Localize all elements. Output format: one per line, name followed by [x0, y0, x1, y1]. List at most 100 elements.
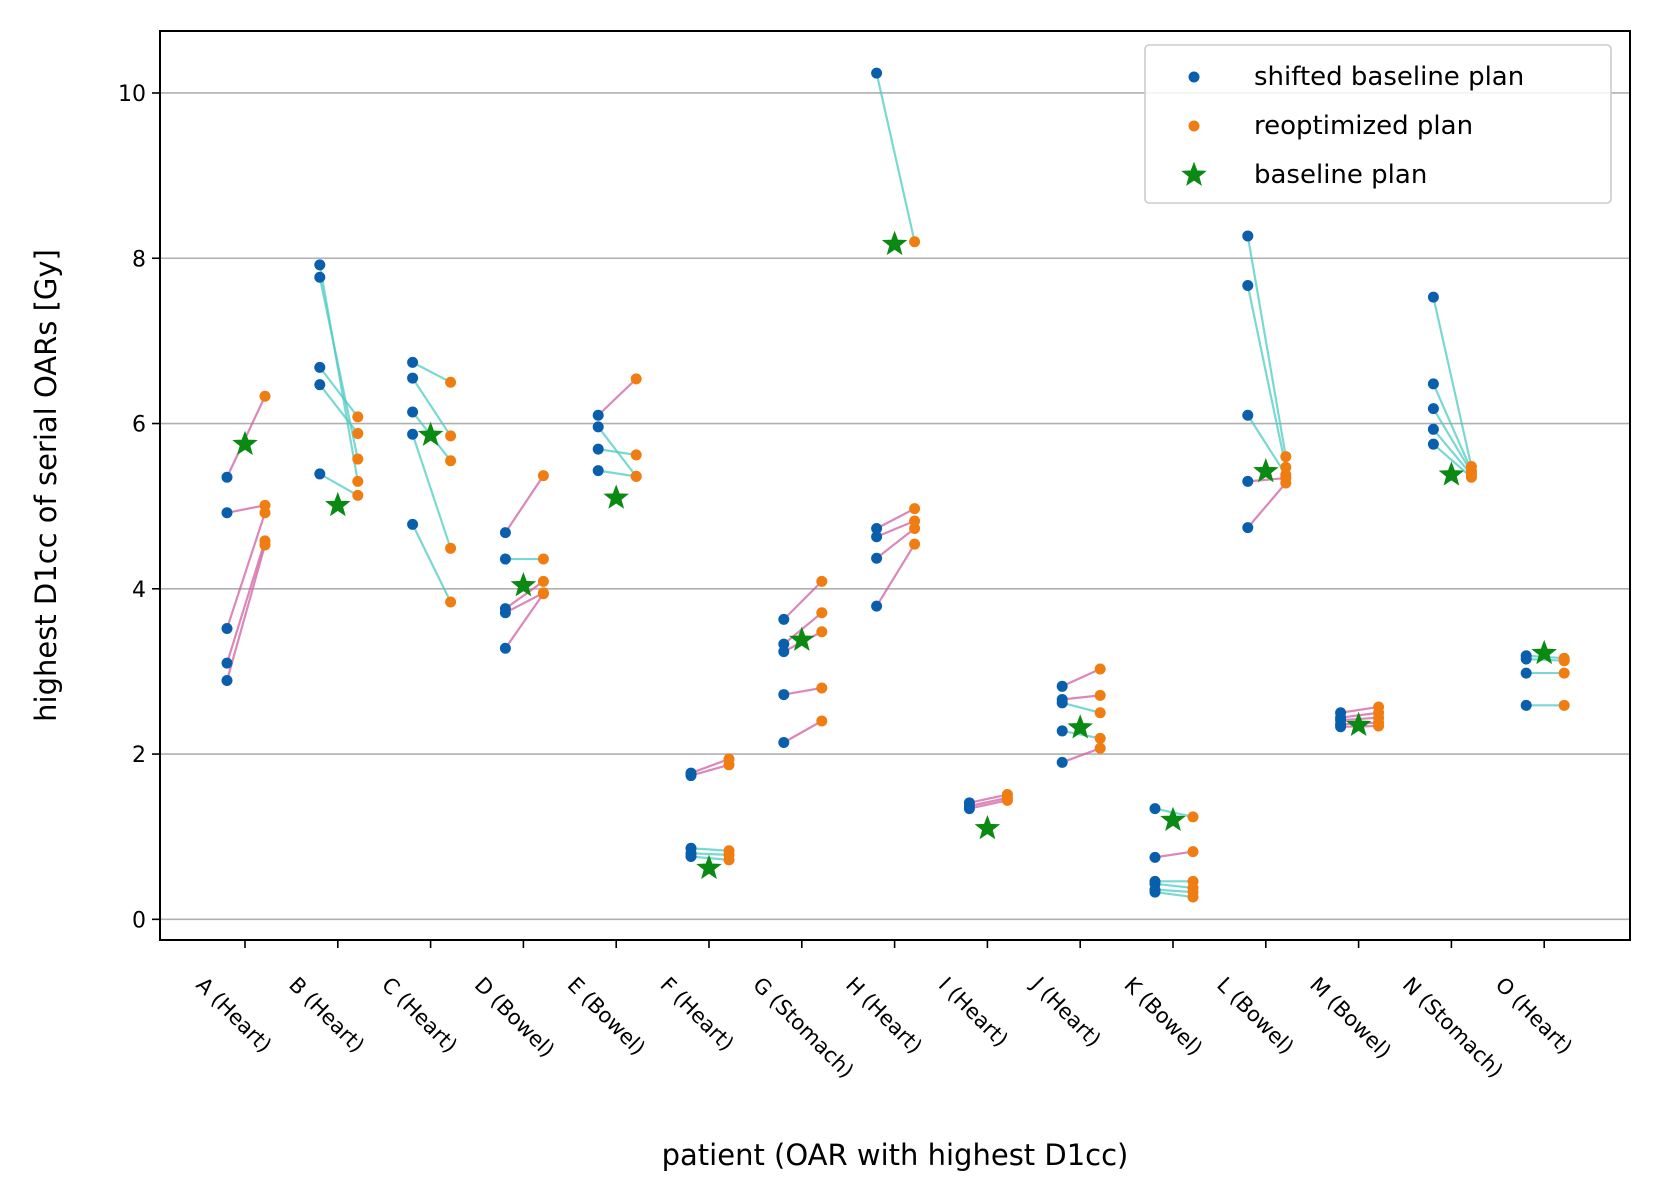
connector-line	[318, 384, 359, 435]
connector-line	[1061, 747, 1101, 764]
shifted-baseline-point	[778, 736, 790, 748]
shifted-baseline-point	[221, 675, 233, 687]
baseline-star	[1067, 714, 1093, 739]
shifted-baseline-point	[1056, 756, 1068, 768]
x-tick-label: O (Heart)	[1491, 973, 1577, 1059]
connector-line	[1061, 667, 1101, 688]
reoptimized-point	[816, 682, 828, 694]
shifted-baseline-point	[871, 522, 883, 534]
shifted-baseline-point	[1427, 378, 1439, 390]
baseline-star	[232, 430, 258, 456]
connector-line	[318, 366, 359, 418]
x-tick-label: A (Heart)	[191, 973, 276, 1058]
connector-line	[783, 611, 823, 646]
shifted-baseline-point	[314, 468, 326, 480]
reoptimized-point	[630, 470, 642, 482]
shifted-baseline-point	[1242, 280, 1254, 292]
baseline-star	[510, 572, 537, 597]
connector-line	[504, 593, 545, 649]
reoptimized-point	[445, 376, 457, 388]
x-tick-label: L (Bowel)	[1212, 973, 1298, 1059]
reoptimized-point	[816, 607, 828, 619]
reoptimized-point	[1465, 471, 1477, 483]
y-axis-title: highest D1cc of serial OARs [Gy]	[29, 249, 63, 722]
y-axis: 0 2 4 6 8 10	[118, 82, 160, 933]
connector-line	[1340, 705, 1379, 714]
reoptimized-point	[537, 575, 549, 587]
reoptimized-point	[1558, 655, 1570, 667]
shifted-baseline-point	[778, 646, 790, 658]
shifted-baseline-point	[221, 622, 233, 634]
reoptimized-point	[630, 449, 642, 461]
connector-line	[783, 720, 823, 744]
connector-line	[783, 686, 822, 696]
shifted-baseline-point	[1427, 438, 1439, 450]
shifted-baseline-point	[1242, 522, 1254, 534]
y-tick-label: 4	[132, 578, 146, 603]
reoptimized-point	[816, 626, 828, 638]
connector-line	[411, 523, 452, 603]
reoptimized-point	[1094, 707, 1106, 719]
reoptimized-point	[909, 522, 921, 534]
connector-line	[318, 277, 359, 460]
connector-line	[876, 507, 916, 530]
shifted-baseline-point	[685, 770, 697, 782]
connector-line	[1247, 476, 1286, 483]
connector-line	[1154, 888, 1194, 894]
shifted-baseline-point	[1335, 721, 1347, 733]
connector-line	[225, 544, 267, 681]
connector-line	[504, 474, 545, 534]
shifted-baseline-point	[1149, 886, 1161, 898]
connector-line	[783, 580, 823, 621]
reoptimized-point	[1373, 720, 1385, 732]
baseline-star	[325, 491, 351, 517]
shifted-baseline-point	[407, 518, 419, 530]
shifted-baseline-point	[871, 67, 883, 79]
reoptimized-point	[259, 390, 271, 402]
y-tick-label: 6	[132, 413, 146, 438]
connector-line	[597, 378, 637, 417]
reoptimized-point	[1558, 667, 1570, 679]
x-tick-label: E (Bowel)	[563, 973, 650, 1060]
connector-line	[1154, 890, 1194, 899]
y-tick-label: 0	[132, 908, 146, 933]
shifted-baseline-point	[221, 471, 233, 483]
connector-line	[412, 361, 452, 384]
reoptimized-point	[723, 759, 735, 771]
shifted-baseline-point	[1520, 653, 1532, 665]
legend-label: baseline plan	[1254, 160, 1427, 190]
reoptimized-point	[445, 455, 457, 467]
shifted-baseline-point	[407, 406, 419, 418]
legend: shifted baseline plan reoptimized plan bas…	[1144, 44, 1612, 204]
connector-line	[1062, 694, 1101, 701]
reoptimized-point	[909, 538, 921, 550]
connector-line	[1246, 285, 1287, 468]
x-tick-label: H (Heart)	[841, 973, 927, 1059]
connector-line	[1432, 428, 1473, 476]
shifted-baseline-point	[407, 428, 419, 440]
shifted-baseline-point	[1427, 423, 1439, 435]
connector-line	[969, 796, 1008, 808]
connector-line	[1246, 482, 1287, 529]
shifted-baseline-point	[592, 465, 604, 477]
connector-line	[1061, 729, 1101, 740]
reoptimized-point	[816, 715, 828, 727]
x-tick-label: C (Heart)	[377, 973, 462, 1058]
shifted-baseline-point	[592, 443, 604, 455]
connector-line	[969, 799, 1008, 810]
y-tick-label: 10	[118, 82, 146, 107]
reoptimized-point	[816, 575, 828, 587]
connector-line	[504, 580, 545, 610]
shifted-baseline-point	[221, 657, 233, 669]
reoptimized-point	[352, 489, 364, 501]
connector-line	[504, 591, 544, 614]
connector-line	[225, 540, 267, 664]
connector-line	[1246, 235, 1287, 457]
connector-line	[1526, 657, 1565, 662]
shifted-baseline-point	[871, 552, 883, 564]
shifted-baseline-point	[1056, 725, 1068, 737]
shifted-baseline-point	[499, 607, 511, 619]
shifted-baseline-point	[871, 600, 883, 612]
baseline-star	[1345, 711, 1372, 737]
